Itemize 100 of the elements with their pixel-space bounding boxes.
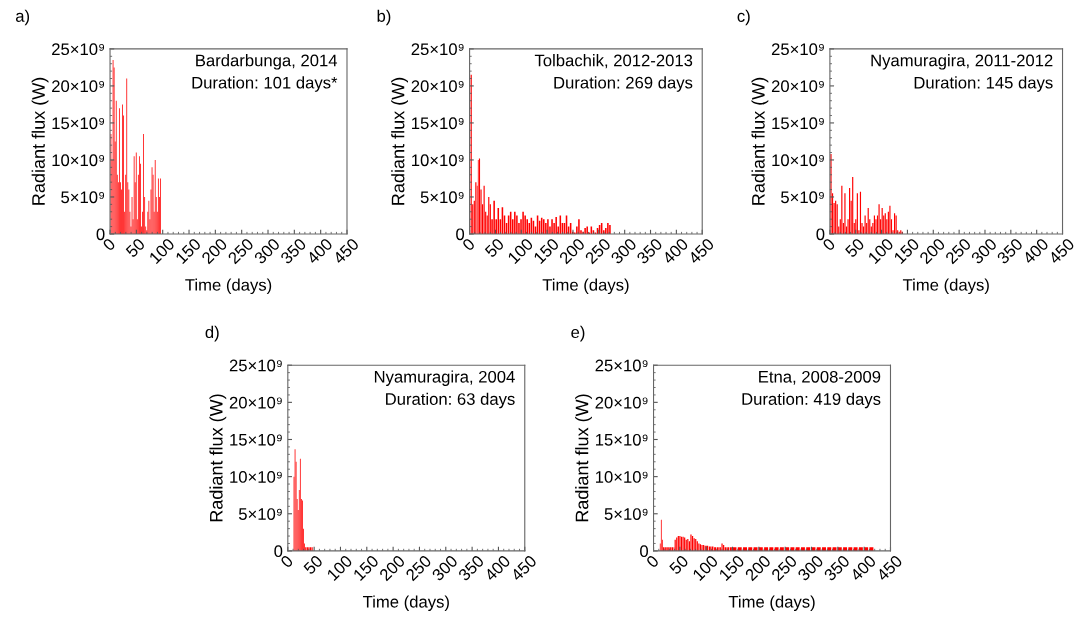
x-tick-label: 350: [457, 554, 485, 582]
y-tick-label: 25×10⁹: [411, 43, 464, 56]
y-tick-label: 20×10⁹: [411, 80, 464, 93]
x-tick-label: 100: [507, 237, 534, 265]
y-tick-label: 25×10⁹: [229, 359, 282, 372]
y-tick-label: 10×10⁹: [595, 471, 648, 483]
x-tick-label: 100: [867, 237, 895, 265]
y-tick-label: 10×10⁹: [52, 154, 105, 167]
x-tick-label: 250: [584, 237, 612, 265]
x-tick-label: 100: [692, 554, 719, 582]
y-tick-label: 5×10⁹: [238, 508, 282, 520]
y-tick-label: 25×10⁹: [52, 43, 105, 56]
x-axis-title: Time (days): [363, 595, 449, 611]
x-axis-title: Time (days): [185, 278, 272, 295]
y-tick-label: 5×10⁹: [61, 191, 105, 204]
y-tick-label: 25×10⁹: [595, 359, 648, 372]
x-tick-label: 100: [326, 554, 353, 582]
y-tick-label: 20×10⁹: [52, 80, 105, 93]
x-tick-label: 450: [875, 554, 904, 582]
x-tick-label: 150: [533, 237, 560, 265]
x-axis-title: Time (days): [542, 278, 629, 295]
x-tick-label: 400: [661, 237, 689, 265]
x-tick-label: 50: [484, 237, 505, 259]
y-axis-title: Radiant flux (W): [31, 77, 49, 205]
y-tick-label: 15×10⁹: [595, 433, 648, 446]
annotation: Nyamuragira, 2011-2012: [871, 54, 1053, 70]
annotation: Tolbachik, 2012-2013: [534, 54, 693, 69]
x-tick-label: 300: [253, 237, 281, 265]
y-tick-label: 15×10⁹: [52, 117, 105, 130]
y-tick-label: 5×10⁹: [781, 191, 824, 204]
y-axis-title: Radiant flux (W): [575, 394, 592, 522]
x-tick-label: 150: [893, 237, 920, 265]
x-tick-label: 200: [744, 554, 772, 582]
chart-title: c): [737, 9, 750, 26]
y-tick-label: 20×10⁹: [771, 80, 824, 93]
annotation: Duration: 419 days: [742, 392, 881, 409]
annotation: Duration: 101 days*: [192, 76, 338, 92]
chart-title: d): [205, 325, 219, 342]
x-tick-label: 350: [823, 554, 851, 582]
y-tick-label: 25×10⁹: [771, 43, 824, 56]
x-tick-label: 300: [610, 237, 638, 265]
x-tick-label: 100: [148, 237, 176, 265]
annotation: Duration: 269 days: [554, 76, 693, 92]
annotation: Duration: 145 days: [914, 76, 1053, 92]
y-tick-label: 0: [640, 545, 649, 558]
y-tick-label: 10×10⁹: [230, 471, 282, 483]
y-tick-label: 15×10⁹: [230, 433, 282, 446]
annotation: Nyamuragira, 2004: [374, 370, 515, 386]
y-tick-label: 5×10⁹: [420, 191, 464, 204]
x-tick-label: 450: [687, 237, 715, 265]
x-tick-label: 150: [718, 554, 746, 582]
x-tick-label: 400: [483, 554, 511, 582]
y-tick-label: 0: [274, 545, 283, 558]
x-tick-label: 150: [174, 237, 202, 265]
x-tick-label: 200: [918, 237, 946, 265]
x-tick-label: 250: [227, 237, 255, 265]
x-tick-label: 250: [944, 237, 972, 265]
y-tick-label: 10×10⁹: [772, 154, 824, 167]
x-tick-label: 350: [279, 237, 307, 265]
x-tick-label: 250: [770, 554, 798, 582]
annotation: Bardarbunga, 2014: [196, 54, 338, 70]
y-axis-title: Radiant flux (W): [751, 77, 769, 205]
x-tick-label: 50: [844, 237, 865, 259]
y-tick-label: 0: [816, 228, 825, 241]
x-tick-label: 150: [352, 554, 380, 582]
x-axis-title: Time (days): [902, 278, 989, 295]
x-tick-label: 200: [558, 237, 586, 265]
y-tick-label: 5×10⁹: [604, 508, 648, 520]
x-tick-label: 300: [796, 554, 825, 582]
y-axis-title: Radiant flux (W): [209, 394, 227, 522]
x-tick-label: 200: [200, 237, 228, 265]
x-tick-label: 450: [1047, 237, 1076, 265]
x-tick-label: 50: [668, 554, 690, 575]
x-tick-label: 400: [305, 237, 334, 265]
annotation: Duration: 63 days: [386, 392, 515, 409]
x-tick-label: 400: [849, 554, 877, 582]
annotation: Etna, 2008-2009: [759, 370, 881, 385]
x-tick-label: 250: [405, 554, 432, 582]
x-tick-label: 50: [125, 237, 146, 259]
y-axis-title: Radiant flux (W): [391, 77, 408, 205]
x-tick-label: 300: [431, 554, 459, 582]
x-tick-label: 200: [378, 554, 406, 582]
x-tick-label: 350: [996, 237, 1024, 265]
y-tick-label: 20×10⁹: [595, 396, 648, 409]
y-tick-label: 20×10⁹: [229, 396, 282, 409]
x-tick-label: 300: [970, 237, 998, 265]
x-axis-title: Time (days): [728, 595, 815, 611]
y-tick-label: 15×10⁹: [412, 117, 464, 130]
x-tick-label: 350: [635, 237, 664, 265]
x-tick-label: 400: [1021, 237, 1050, 265]
x-tick-label: 450: [510, 554, 538, 582]
y-tick-label: 15×10⁹: [772, 117, 824, 130]
y-tick-label: 10×10⁹: [412, 154, 464, 167]
chart-title: e): [571, 325, 585, 342]
x-tick-label: 450: [332, 237, 360, 265]
y-tick-label: 0: [456, 228, 465, 241]
y-tick-label: 0: [96, 228, 105, 241]
x-tick-label: 50: [302, 554, 324, 575]
chart-title: a): [15, 9, 30, 26]
chart-title: b): [377, 9, 391, 26]
